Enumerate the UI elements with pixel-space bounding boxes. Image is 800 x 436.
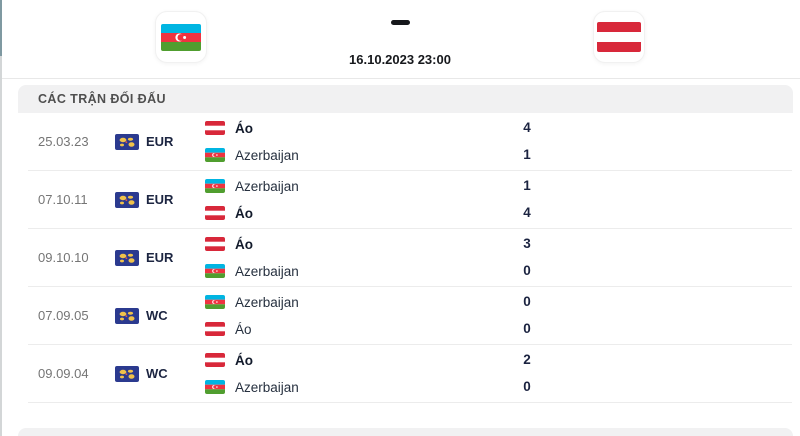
austria-flag-icon — [205, 237, 225, 251]
team-score: 4 — [523, 120, 531, 135]
match-date: 07.10.11 — [38, 192, 88, 207]
team-line: Azerbaijan — [205, 173, 505, 199]
h2h-match-row[interactable]: 09.10.10 EUR Áo Azerbaijan — [28, 229, 792, 287]
competition-globe-icon — [115, 307, 139, 324]
team-line: Áo — [205, 115, 505, 141]
competition-label: WC — [146, 308, 168, 323]
kickoff-datetime: 16.10.2023 23:00 — [349, 52, 451, 67]
team-name: Áo — [235, 236, 253, 252]
azerbaijan-flag-icon — [205, 179, 225, 193]
h2h-section-header: CÁC TRẬN ĐỐI ĐẤU — [18, 85, 793, 113]
team-line: Áo — [205, 347, 505, 373]
header-divider — [0, 78, 800, 79]
team-name: Áo — [235, 352, 253, 368]
austria-flag-icon — [597, 22, 641, 52]
match-competition: EUR — [115, 133, 205, 150]
austria-flag-icon — [205, 206, 225, 220]
match-scores: 0 0 — [505, 289, 549, 342]
match-teams: Áo Azerbaijan — [205, 115, 505, 168]
home-team-flag-card — [155, 11, 207, 63]
h2h-section-title: CÁC TRẬN ĐỐI ĐẤU — [38, 92, 166, 106]
match-teams: Azerbaijan Áo — [205, 289, 505, 342]
team-line: Áo — [205, 200, 505, 226]
competition-globe-icon — [115, 133, 139, 150]
team-score: 3 — [523, 236, 531, 251]
h2h-match-list: 25.03.23 EUR Áo Azerbaijan — [0, 113, 800, 403]
team-score: 4 — [523, 205, 531, 220]
team-score: 1 — [523, 178, 531, 193]
team-line: Áo — [205, 231, 505, 257]
h2h-match-row[interactable]: 07.10.11 EUR Azerbaijan Áo — [28, 171, 792, 229]
match-teams: Áo Azerbaijan — [205, 347, 505, 400]
competition-label: EUR — [146, 134, 174, 149]
competition-globe-icon — [115, 365, 139, 382]
team-name: Azerbaijan — [235, 178, 299, 194]
match-competition: EUR — [115, 249, 205, 266]
competition-globe-icon — [115, 191, 139, 208]
competition-label: WC — [146, 366, 168, 381]
away-team-flag-card — [593, 11, 645, 63]
competition-label: EUR — [146, 192, 174, 207]
match-competition: WC — [115, 365, 205, 382]
team-score: 2 — [523, 352, 531, 367]
team-score: 1 — [523, 147, 531, 162]
match-teams: Azerbaijan Áo — [205, 173, 505, 226]
azerbaijan-flag-icon — [205, 380, 225, 394]
match-date: 09.10.10 — [38, 250, 89, 265]
match-date: 09.09.04 — [38, 366, 89, 381]
h2h-match-row[interactable]: 07.09.05 WC Azerbaijan Áo — [28, 287, 792, 345]
match-header: 16.10.2023 23:00 — [0, 0, 800, 78]
team-score: 0 — [523, 321, 531, 336]
team-name: Azerbaijan — [235, 379, 299, 395]
team-score: 0 — [523, 294, 531, 309]
match-date: 07.09.05 — [38, 308, 89, 323]
match-scores: 2 0 — [505, 347, 549, 400]
match-competition: WC — [115, 307, 205, 324]
match-date: 25.03.23 — [38, 134, 89, 149]
azerbaijan-flag-icon — [205, 264, 225, 278]
azerbaijan-flag-icon — [161, 23, 201, 51]
azerbaijan-flag-icon — [205, 148, 225, 162]
team-score: 0 — [523, 263, 531, 278]
team-name: Áo — [235, 321, 252, 337]
match-scores: 1 4 — [505, 173, 549, 226]
team-line: Azerbaijan — [205, 289, 505, 315]
match-competition: EUR — [115, 191, 205, 208]
team-name: Áo — [235, 120, 253, 136]
team-line: Azerbaijan — [205, 374, 505, 400]
team-score: 0 — [523, 379, 531, 394]
competition-globe-icon — [115, 249, 139, 266]
match-scores: 3 0 — [505, 231, 549, 284]
team-line: Áo — [205, 316, 505, 342]
match-scores: 4 1 — [505, 115, 549, 168]
team-name: Azerbaijan — [235, 294, 299, 310]
score-separator-dash — [391, 20, 410, 25]
austria-flag-icon — [205, 353, 225, 367]
azerbaijan-flag-icon — [205, 295, 225, 309]
austria-flag-icon — [205, 121, 225, 135]
team-name: Azerbaijan — [235, 263, 299, 279]
match-teams: Áo Azerbaijan — [205, 231, 505, 284]
team-name: Áo — [235, 205, 253, 221]
next-section-bar — [18, 428, 793, 436]
team-line: Azerbaijan — [205, 142, 505, 168]
austria-flag-icon — [205, 322, 225, 336]
team-line: Azerbaijan — [205, 258, 505, 284]
h2h-match-row[interactable]: 25.03.23 EUR Áo Azerbaijan — [28, 113, 792, 171]
team-name: Azerbaijan — [235, 147, 299, 163]
h2h-match-row[interactable]: 09.09.04 WC Áo Azerbaijan — [28, 345, 792, 403]
competition-label: EUR — [146, 250, 174, 265]
